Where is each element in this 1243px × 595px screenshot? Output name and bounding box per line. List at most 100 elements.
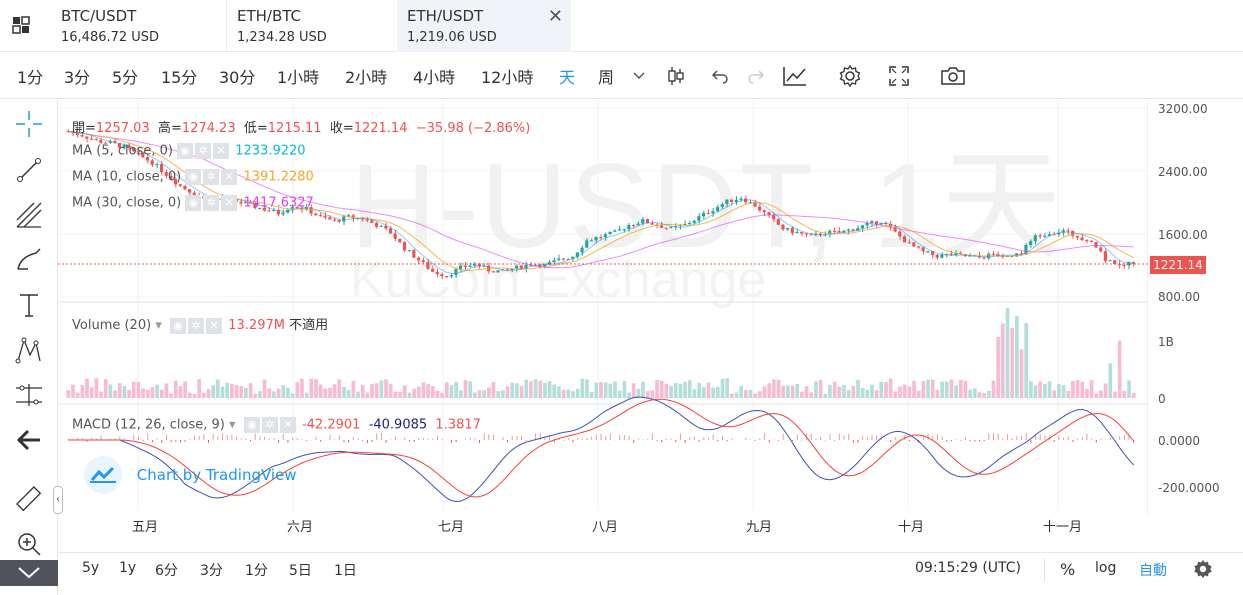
close-icon[interactable]: ✕ bbox=[547, 6, 563, 27]
range-1y[interactable]: 1y bbox=[119, 560, 137, 576]
open-value: 1257.03 bbox=[95, 121, 150, 136]
interval-3m[interactable]: 3分 bbox=[64, 68, 91, 87]
ruler-icon[interactable] bbox=[10, 480, 48, 518]
candle-body bbox=[893, 227, 897, 232]
interval-30m[interactable]: 30分 bbox=[219, 68, 256, 87]
volume-bar bbox=[346, 390, 351, 398]
layout-grid-icon[interactable] bbox=[12, 16, 30, 34]
eye-icon[interactable]: ◉ bbox=[177, 143, 194, 159]
gear-icon[interactable]: ✲ bbox=[195, 143, 212, 159]
candle-style-icon[interactable] bbox=[661, 61, 691, 91]
interval-1d[interactable]: 天 bbox=[559, 68, 576, 87]
range-3m[interactable]: 3分 bbox=[200, 563, 223, 579]
auto-toggle[interactable]: 自動 bbox=[1139, 563, 1167, 579]
gear-icon[interactable]: ✲ bbox=[203, 169, 220, 185]
macd-hist-bar bbox=[1011, 438, 1013, 440]
eye-icon[interactable]: ◉ bbox=[170, 317, 187, 334]
zoom-in-icon[interactable] bbox=[10, 525, 48, 563]
camera-icon[interactable] bbox=[938, 61, 968, 91]
interval-1h[interactable]: 1小時 bbox=[277, 68, 320, 87]
pattern-tool-icon[interactable] bbox=[10, 331, 48, 369]
chevron-down-icon[interactable] bbox=[624, 61, 654, 91]
volume-bar bbox=[164, 383, 169, 398]
interval-15m[interactable]: 15分 bbox=[161, 68, 198, 87]
volume-bar bbox=[786, 385, 790, 398]
eye-icon[interactable]: ◉ bbox=[243, 417, 260, 433]
close-icon[interactable]: ✕ bbox=[221, 195, 238, 211]
tab-eth-btc[interactable]: ETH/BTC 1,234.28 USD bbox=[226, 0, 394, 52]
volume-bar bbox=[1085, 388, 1089, 398]
panel-toggle-handle[interactable]: ‹ bbox=[53, 486, 63, 514]
range-1m[interactable]: 1分 bbox=[245, 563, 268, 579]
tab-btc-usdt[interactable]: BTC/USDT 16,486.72 USD bbox=[51, 0, 219, 52]
log-toggle[interactable]: log bbox=[1095, 560, 1117, 576]
volume-bar bbox=[898, 386, 902, 398]
legend-buttons: ◉ ✲ ✕ bbox=[185, 195, 239, 211]
collapse-toolbar-button[interactable] bbox=[0, 560, 58, 586]
macd-hist-bar bbox=[876, 435, 878, 440]
percent-toggle[interactable]: % bbox=[1060, 560, 1076, 579]
gear-icon[interactable]: ✲ bbox=[203, 195, 220, 211]
interval-1m[interactable]: 1分 bbox=[17, 68, 44, 87]
ma30-legend[interactable]: MA (30, close, 0) ◉ ✲ ✕ 1417.6327 bbox=[72, 195, 314, 211]
range-5y[interactable]: 5y bbox=[82, 560, 100, 576]
volume-bar bbox=[641, 381, 645, 398]
brush-icon[interactable] bbox=[10, 241, 48, 279]
fib-tool-icon[interactable] bbox=[10, 196, 48, 234]
interval-4h[interactable]: 4小時 bbox=[413, 68, 456, 87]
macd-hist-bar bbox=[792, 440, 794, 442]
ma5-legend[interactable]: MA (5, close, 0) ◉ ✲ ✕ 1233.9220 bbox=[72, 143, 306, 159]
text-tool-icon[interactable] bbox=[10, 286, 48, 324]
close-icon[interactable]: ✕ bbox=[213, 143, 230, 159]
range-6m[interactable]: 6分 bbox=[155, 563, 178, 579]
close-icon[interactable]: ✕ bbox=[279, 417, 296, 433]
range-1d[interactable]: 1日 bbox=[334, 563, 357, 579]
tradingview-brand[interactable]: Chart by TradingView bbox=[82, 454, 297, 496]
indicators-icon[interactable] bbox=[780, 61, 810, 91]
macd-legend[interactable]: MACD (12, 26, close, 9) ▾ ◉ ✲ ✕ -42.2901 -… bbox=[72, 417, 481, 433]
close-icon[interactable]: ✕ bbox=[206, 317, 223, 334]
interval-12h[interactable]: 12小時 bbox=[481, 68, 534, 87]
arrow-left-icon[interactable] bbox=[10, 421, 48, 459]
eye-icon[interactable]: ◉ bbox=[185, 169, 202, 185]
macd-hist-bar bbox=[109, 438, 111, 440]
gear-icon[interactable] bbox=[835, 61, 865, 91]
candle-body bbox=[636, 223, 640, 226]
ma10-legend[interactable]: MA (10, close, 0) ◉ ✲ ✕ 1391.2280 bbox=[72, 169, 314, 185]
candle-body bbox=[706, 212, 710, 214]
redo-icon[interactable] bbox=[741, 61, 771, 91]
chevron-down-icon[interactable]: ▾ bbox=[229, 417, 236, 433]
utc-clock[interactable]: 09:15:29 (UTC) bbox=[915, 560, 1022, 576]
volume-bar bbox=[337, 379, 342, 398]
macd-hist-bar bbox=[838, 433, 840, 440]
volume-bar bbox=[473, 392, 477, 398]
undo-icon[interactable] bbox=[705, 61, 735, 91]
fullscreen-icon[interactable] bbox=[884, 61, 914, 91]
candle-body bbox=[828, 230, 832, 235]
gear-icon[interactable]: ✲ bbox=[188, 317, 205, 334]
interval-2h[interactable]: 2小時 bbox=[345, 68, 388, 87]
close-icon[interactable]: ✕ bbox=[221, 169, 238, 185]
crosshair-icon[interactable] bbox=[10, 105, 48, 143]
gear-icon[interactable]: ✲ bbox=[261, 417, 278, 433]
measure-tool-icon[interactable] bbox=[10, 376, 48, 414]
high-value: 1274.23 bbox=[181, 121, 236, 136]
interval-5m[interactable]: 5分 bbox=[112, 68, 139, 87]
macd-hist-bar bbox=[404, 437, 406, 440]
chevron-down-icon[interactable]: ▾ bbox=[155, 318, 162, 333]
divider bbox=[1044, 559, 1045, 581]
time-label: 九月 bbox=[746, 520, 773, 535]
volume-legend[interactable]: Volume (20) ▾ ◉ ✲ ✕ 13.297M 不適用 bbox=[72, 314, 328, 334]
range-5d[interactable]: 5日 bbox=[289, 563, 312, 579]
volume-bar bbox=[258, 391, 262, 398]
gear-icon[interactable] bbox=[1192, 558, 1214, 580]
interval-1w[interactable]: 周 bbox=[598, 68, 615, 87]
tab-eth-usdt[interactable]: ETH/USDT 1,219.06 USD ✕ bbox=[397, 0, 571, 52]
candle-body bbox=[131, 147, 136, 152]
candle-body bbox=[701, 212, 706, 217]
candle-body bbox=[136, 151, 140, 153]
chart-canvas[interactable] bbox=[58, 100, 1148, 515]
candle-body bbox=[585, 240, 589, 248]
trend-line-icon[interactable] bbox=[10, 151, 48, 189]
eye-icon[interactable]: ◉ bbox=[185, 195, 202, 211]
